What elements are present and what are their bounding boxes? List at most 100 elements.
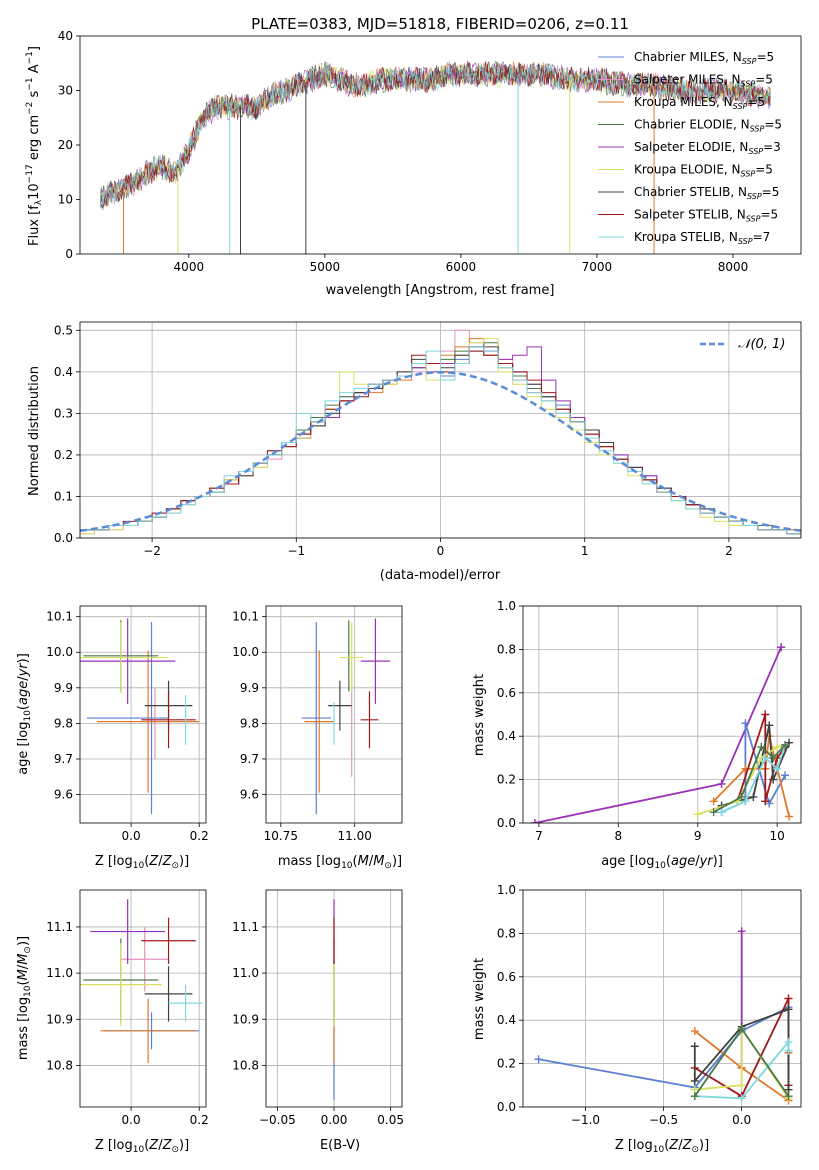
spectrum-legend-label: Salpeter ELODIE, NSSP=3 [634,140,781,156]
age-vs-z-y-tick-label: 9.8 [54,716,73,730]
mass-vs-ebv-y-tick-label: 10.8 [232,1058,259,1072]
spectrum-series-line [100,61,771,209]
age-vs-mass-panel: 10.75 11.00 9.6 9.7 9.8 9.9 10.0 10.1 mass [log… [232,605,403,871]
weight-vs-age-point-marker [769,775,778,784]
weight-vs-age-x-tick-label: 8 [614,829,622,843]
spectrum-legend-label: Chabrier STELIB, NSSP=5 [634,185,779,201]
spectrum-x-tick-label: 8000 [718,260,749,274]
spectrum-legend-label: Salpeter STELIB, NSSP=5 [634,208,778,224]
residuals-y-tick-label: 0.3 [54,406,73,420]
weight-vs-age-y-tick-label: 0.4 [497,729,516,743]
age-vs-z-x-tick-label: 0.0 [122,829,141,843]
spectrum-series-group [100,60,771,254]
spectrum-panel: PLATE=0383, MJD=51818, FIBERID=0206, z=0… [25,15,802,298]
weight-vs-age-x-tick-label: 7 [535,829,543,843]
spectrum-x-tick-label: 5000 [310,260,341,274]
weight-vs-z-panel: −1.0 −0.5 0.0 0.0 0.2 0.4 0.6 0.8 1.0 Z [log10(Z… [472,883,802,1155]
weight-vs-age-point-marker [741,719,750,728]
weight-vs-z-y-label: mass weight [472,958,487,1040]
spectrum-legend-label: Chabrier MILES, NSSP=5 [634,50,774,66]
spectrum-x-tick-label: 7000 [582,260,613,274]
mass-vs-z-x-tick-label: 0.0 [122,1113,141,1127]
age-vs-z-x-tick-label: 0.2 [190,829,209,843]
weight-vs-age-point-marker [777,643,786,652]
age-vs-z-y-tick-label: 9.7 [54,752,73,766]
spectrum-legend-label: Salpeter MILES, NSSP=5 [634,73,773,89]
age-vs-mass-y-tick-label: 10.1 [232,610,259,624]
mass-vs-z-y-tick-label: 10.9 [46,1012,73,1026]
weight-vs-age-point-marker [761,753,770,762]
spectrum-x-label: wavelength [Angstrom, rest frame] [326,283,555,298]
mass-vs-ebv-panel: −0.05 0.00 0.05 10.8 10.9 11.0 11.1 E(B-V) [232,889,404,1153]
weight-vs-z-x-label: Z [log10(Z/Z⊙)] [615,1138,709,1155]
normal-curve [80,371,801,532]
mass-vs-ebv-y-tick-label: 10.9 [232,1012,259,1026]
weight-vs-z-point-marker [534,1055,543,1064]
weight-vs-z-x-tick-label: −0.5 [649,1113,678,1127]
weight-vs-z-point-marker [690,1042,699,1051]
weight-vs-age-point-marker [693,810,702,819]
spectrum-title: PLATE=0383, MJD=51818, FIBERID=0206, z=0… [251,15,629,33]
weight-vs-z-point-marker [784,1046,793,1055]
mass-vs-z-y-tick-label: 11.1 [46,920,73,934]
mass-vs-z-y-tick-label: 11.0 [46,966,73,980]
age-vs-mass-plot-area: 10.75 11.00 9.6 9.7 9.8 9.9 10.0 10.1 [232,605,403,843]
mass-vs-z-panel: 0.0 0.2 10.8 10.9 11.0 11.1 Z [log10(Z/Z⊙)] m… [16,889,209,1155]
weight-vs-z-point-marker [737,927,746,936]
weight-vs-age-point-marker [785,812,794,821]
mass-vs-z-x-tick-label: 0.2 [190,1113,209,1127]
spectrum-legend: Chabrier MILES, NSSP=5 Salpeter MILES, NS… [598,50,782,246]
residuals-x-tick-label: 0 [437,544,445,558]
weight-vs-z-point-marker [737,1024,746,1033]
weight-vs-age-point-marker [717,779,726,788]
residuals-y-tick-label: 0.4 [54,365,73,379]
weight-vs-z-x-tick-label: 0.0 [732,1113,751,1127]
age-vs-mass-points-group [301,618,391,815]
age-vs-mass-x-tick-label: 10.75 [264,829,298,843]
age-vs-z-frame [79,605,207,824]
spectrum-legend-label: Kroupa ELODIE, NSSP=5 [634,163,773,179]
mass-vs-ebv-x-tick-label: 0.00 [321,1113,348,1127]
mass-vs-z-x-label: Z [log10(Z/Z⊙)] [95,1138,189,1155]
residuals-y-label: Normed distribution [27,366,42,496]
weight-vs-age-panel: 7 8 9 10 0.0 0.2 0.4 0.6 0.8 1.0 age [log10(age/y… [472,599,802,871]
mass-vs-ebv-y-tick-label: 11.1 [232,920,259,934]
weight-vs-age-point-marker [773,743,782,752]
weight-vs-z-point-marker [784,1092,793,1101]
residuals-series-group [80,329,801,538]
spectrum-y-tick-label: 30 [58,84,73,98]
spectrum-y-tick-label: 40 [58,29,73,43]
mass-vs-z-plot-area: 0.0 0.2 10.8 10.9 11.0 11.1 [46,889,209,1127]
weight-vs-age-x-tick-label: 10 [770,829,785,843]
weight-vs-z-y-tick-label: 0.8 [497,926,516,940]
residuals-x-tick-label: 2 [725,544,733,558]
spectrum-x-tick-label: 4000 [174,260,205,274]
age-vs-z-y-tick-label: 9.6 [54,788,73,802]
residuals-y-tick-label: 0.2 [54,448,73,462]
weight-vs-z-y-tick-label: 0.2 [497,1057,516,1071]
weight-vs-age-point-marker [717,808,726,817]
age-vs-mass-y-tick-label: 10.0 [232,645,259,659]
mass-vs-ebv-plot-area: −0.05 0.00 0.05 10.8 10.9 11.0 11.1 [232,889,404,1127]
age-vs-mass-x-label: mass [log10(M/M⊙)] [278,854,402,871]
weight-vs-age-point-marker [761,797,770,806]
weight-vs-z-point-marker [737,1081,746,1090]
mass-vs-ebv-frame [265,889,403,1108]
residuals-x-tick-label: −1 [287,544,305,558]
mass-vs-z-points-group [80,899,203,1064]
weight-vs-age-x-label: age [log10(age/yr)] [601,854,723,871]
residuals-x-tick-label: −2 [143,544,161,558]
weight-vs-age-point-marker [741,797,750,806]
weight-vs-z-point-marker [690,1076,699,1085]
spectrum-y-tick-label: 20 [58,138,73,152]
mass-vs-z-y-label: mass [log10(M/M⊙)] [16,936,33,1060]
weight-vs-age-point-marker [781,771,790,780]
mass-vs-z-frame [79,889,207,1108]
spectrum-y-label: Flux [fλ10−17 erg cm−2 s−1 A−1] [25,46,44,246]
mass-vs-ebv-x-tick-label: −0.05 [259,1113,296,1127]
weight-vs-age-plot-area: 7 8 9 10 0.0 0.2 0.4 0.6 0.8 1.0 [497,599,802,843]
residuals-y-tick-label: 0.1 [54,489,73,503]
mass-vs-ebv-x-tick-label: 0.05 [377,1113,404,1127]
weight-vs-z-series-line [694,1039,790,1100]
weight-vs-age-point-marker [757,743,766,752]
